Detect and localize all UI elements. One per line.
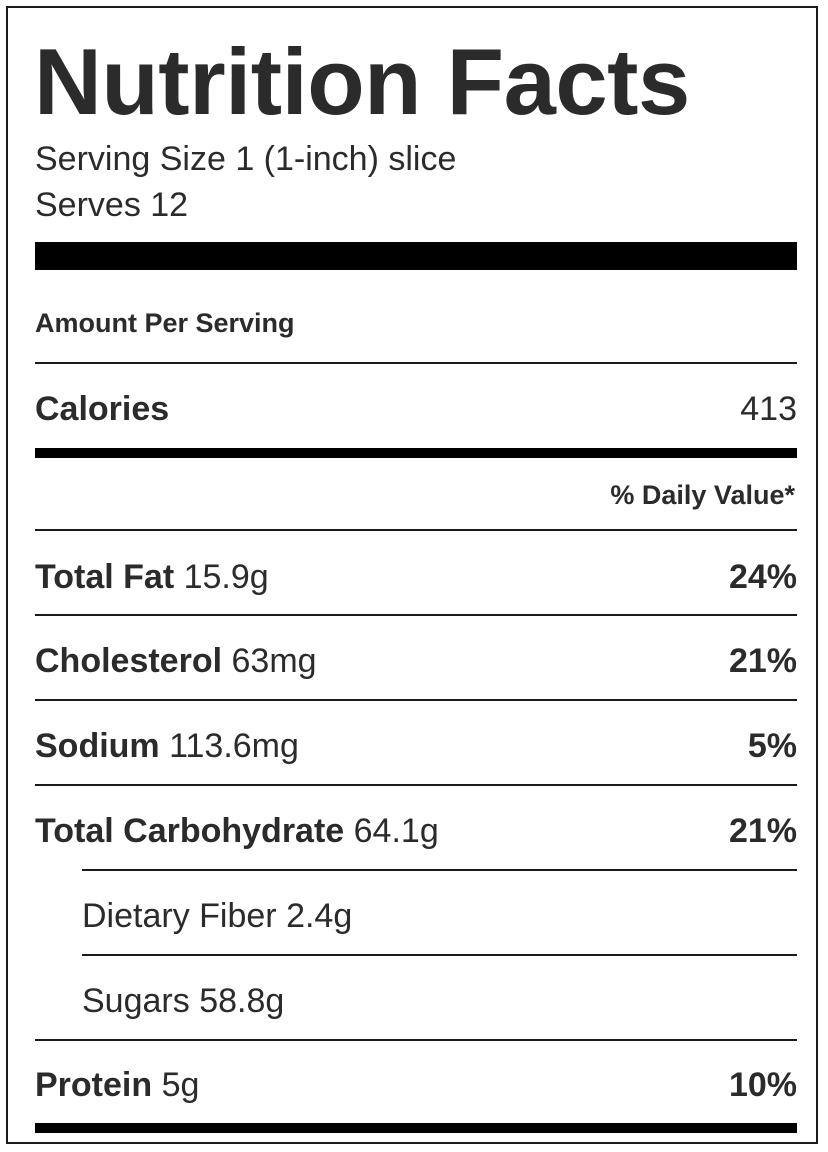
nutrient-row-total-carbohydrate: Total Carbohydrate 64.1g 21%: [35, 810, 797, 852]
divider: [35, 784, 797, 786]
thick-divider: [35, 242, 797, 270]
divider: [35, 529, 797, 531]
nutrient-amount: 64.1g: [353, 811, 439, 850]
divider: [82, 869, 797, 871]
nutrient-dv: 21%: [728, 811, 797, 850]
calories-label: Calories: [35, 389, 170, 428]
nutrient-row-sodium: Sodium 113.6mg 5%: [35, 725, 797, 767]
nutrient-name: Dietary Fiber: [82, 896, 277, 935]
nutrient-row-sugars: Sugars 58.8g: [82, 980, 797, 1022]
nutrient-name: Total Fat: [35, 557, 175, 596]
divider: [82, 954, 797, 956]
daily-value-header: % Daily Value*: [610, 480, 795, 510]
divider: [35, 614, 797, 616]
divider: [35, 1039, 797, 1041]
medium-divider: [35, 448, 797, 458]
nutrient-name: Cholesterol: [35, 641, 223, 680]
divider: [35, 699, 797, 701]
calories-row: Calories 413: [35, 388, 797, 430]
nutrient-row-total-fat: Total Fat 15.9g 24%: [35, 556, 797, 598]
nutrient-amount: 2.4g: [286, 896, 353, 935]
nutrient-name: Sugars: [82, 981, 190, 1020]
nutrient-name: Sodium: [35, 726, 160, 765]
nutrient-dv: 10%: [728, 1065, 797, 1104]
nutrient-row-dietary-fiber: Dietary Fiber 2.4g: [82, 895, 797, 937]
nutrient-amount: 63mg: [231, 641, 317, 680]
nutrient-amount: 5g: [161, 1065, 200, 1104]
serving-size: Serving Size 1 (1-inch) slice: [35, 140, 457, 178]
nutrient-name: Protein: [35, 1065, 153, 1104]
calories-value: 413: [740, 389, 797, 428]
nutrition-label: Nutrition Facts Serving Size 1 (1-inch) …: [6, 6, 818, 1144]
nutrient-dv: 5%: [747, 726, 797, 765]
label-title: Nutrition Facts: [34, 29, 690, 134]
amount-per-serving: Amount Per Serving: [35, 308, 295, 338]
divider: [35, 362, 797, 364]
bottom-divider: [35, 1123, 797, 1133]
nutrient-amount: 58.8g: [199, 981, 285, 1020]
nutrient-amount: 113.6mg: [169, 726, 299, 765]
nutrient-row-cholesterol: Cholesterol 63mg 21%: [35, 640, 797, 682]
serves: Serves 12: [35, 186, 189, 224]
nutrient-row-protein: Protein 5g 10%: [35, 1064, 797, 1106]
nutrient-amount: 15.9g: [183, 557, 269, 596]
nutrient-dv: 21%: [728, 641, 797, 680]
nutrient-dv: 24%: [728, 557, 797, 596]
nutrient-name: Total Carbohydrate: [35, 811, 345, 850]
